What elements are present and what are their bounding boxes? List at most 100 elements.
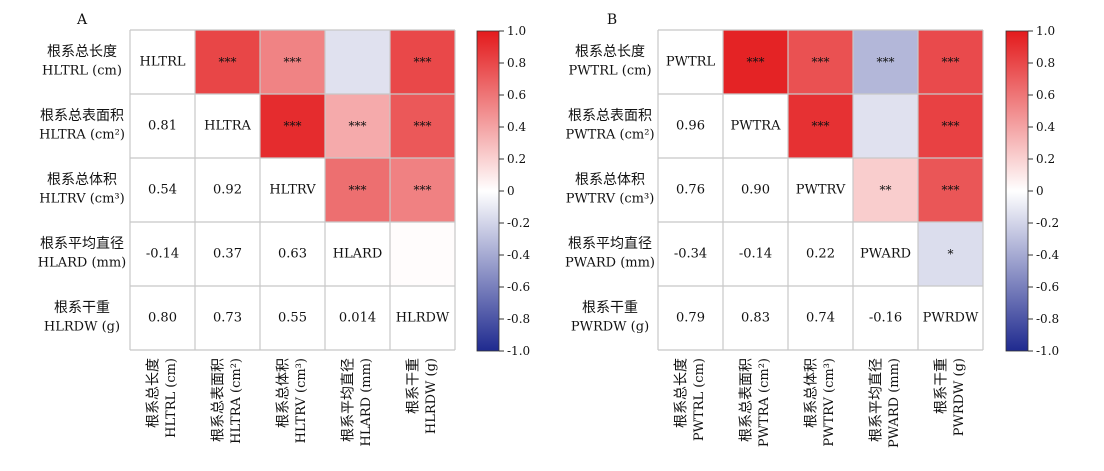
heatmap-cell — [325, 158, 390, 222]
row-label-en: PWARD (mm) — [565, 256, 655, 271]
col-label-zh: 根系总长度 — [674, 358, 690, 428]
diagonal-label: HLTRA — [204, 119, 251, 134]
col-label-en: PWRDW (g) — [952, 358, 967, 436]
correlation-value: -0.16 — [869, 311, 902, 326]
diagonal-label: PWARD — [860, 247, 911, 262]
diagonal-label: HLTRL — [139, 55, 185, 70]
row-label-zh: 根系总表面积 — [568, 108, 652, 124]
panel-label: B — [607, 12, 617, 28]
heatmap-cell — [390, 30, 455, 94]
colorbar-tick-label: -1.0 — [507, 344, 530, 358]
colorbar-tick-label: -0.4 — [1036, 248, 1060, 262]
col-label-en: HLTRL (cm) — [164, 358, 179, 438]
heatmap-cell — [853, 94, 918, 158]
heatmap-cell — [325, 94, 390, 158]
col-label-zh: 根系总表面积 — [211, 358, 227, 442]
correlation-value: 0.63 — [278, 247, 307, 262]
col-label-zh: 根系干重 — [406, 358, 422, 414]
correlation-value: 0.54 — [148, 183, 177, 198]
col-label-zh: 根系总长度 — [146, 358, 162, 428]
col-label-zh: 根系平均直径 — [868, 358, 885, 442]
col-label-zh: 根系总表面积 — [739, 358, 755, 442]
colorbar-tick-label: 0.6 — [1036, 88, 1055, 102]
correlation-value: 0.92 — [213, 183, 242, 198]
col-label-en: HLTRV (cm³) — [294, 358, 309, 443]
heatmap-cell — [325, 30, 390, 94]
significance-stars: *** — [284, 55, 302, 69]
correlation-value: 0.96 — [676, 119, 705, 134]
significance-stars: *** — [747, 55, 765, 69]
heatmap-cell — [390, 94, 455, 158]
colorbar-tick-label: 0.6 — [507, 88, 526, 102]
diagonal-label: PWTRA — [731, 119, 782, 134]
col-label-en: HLARD (mm) — [359, 358, 374, 447]
significance-stars: *** — [284, 119, 302, 133]
row-label-zh: 根系平均直径 — [40, 235, 124, 252]
panel-label: A — [76, 12, 88, 28]
row-label-en: PWRDW (g) — [571, 320, 649, 335]
row-label-zh: 根系干重 — [54, 300, 110, 316]
colorbar-tick-label: 0 — [507, 184, 515, 198]
significance-stars: ** — [880, 183, 892, 197]
correlation-value: -0.14 — [739, 247, 772, 262]
significance-stars: *** — [414, 55, 432, 69]
row-label-en: HLTRL (cm) — [42, 64, 122, 79]
row-label-en: PWTRV (cm³) — [566, 192, 655, 207]
diagonal-label: HLARD — [333, 247, 383, 262]
col-label-zh: 根系干重 — [934, 358, 950, 414]
significance-stars: *** — [942, 119, 960, 133]
correlation-value: 0.83 — [741, 311, 770, 326]
diagonal-label: HLTRV — [269, 183, 316, 198]
correlation-value: 0.014 — [339, 311, 376, 326]
heatmap-cell — [723, 30, 788, 94]
correlation-value: 0.73 — [213, 311, 242, 326]
col-label-en: PWTRL (cm) — [692, 358, 707, 441]
significance-stars: *** — [349, 119, 367, 133]
correlation-value: 0.81 — [148, 119, 177, 134]
colorbar-tick-label: -0.6 — [507, 280, 530, 294]
correlation-value: 0.90 — [741, 183, 770, 198]
diagonal-label: PWRDW — [923, 311, 979, 326]
significance-stars: *** — [942, 55, 960, 69]
colorbar-tick-label: 0.4 — [507, 120, 526, 134]
correlation-value: 0.74 — [806, 311, 835, 326]
colorbar — [1005, 30, 1029, 352]
heatmap-panel-a: A HLTRL *** *** *** 0.81 HLTRA *** *** *** 0.54 0.9… — [38, 12, 531, 447]
heatmap-cell — [853, 30, 918, 94]
col-label-en: PWARD (mm) — [887, 358, 902, 448]
correlation-value: 0.22 — [806, 247, 835, 262]
correlation-value: 0.55 — [278, 311, 307, 326]
col-label-en: PWTRV (cm³) — [822, 358, 837, 447]
colorbar-tick-label: -0.2 — [507, 216, 530, 230]
heatmap-cell — [788, 94, 853, 158]
correlation-value: 0.80 — [148, 311, 177, 326]
col-label-zh: 根系平均直径 — [340, 358, 357, 442]
colorbar-tick-label: -0.2 — [1036, 216, 1059, 230]
colorbar-tick-label: 0.4 — [1036, 120, 1055, 134]
significance-stars: *** — [349, 183, 367, 197]
row-label-en: HLTRA (cm²) — [39, 128, 125, 143]
significance-stars: *** — [414, 183, 432, 197]
diagonal-label: HLRDW — [396, 311, 450, 326]
row-label-zh: 根系总体积 — [575, 172, 645, 188]
diagonal-label: PWTRV — [796, 183, 846, 198]
heatmap-cell — [195, 30, 260, 94]
colorbar-tick-label: -0.6 — [1036, 280, 1059, 294]
colorbar-tick-label: 0.2 — [507, 152, 526, 166]
heatmap-cell — [918, 158, 983, 222]
diagonal-label: PWTRL — [666, 55, 716, 70]
significance-stars: *** — [812, 119, 830, 133]
heatmap-cell — [918, 30, 983, 94]
heatmap-cell — [918, 222, 983, 286]
colorbar-tick-label: -1.0 — [1036, 344, 1059, 358]
significance-stars: *** — [219, 55, 237, 69]
col-label-zh: 根系总体积 — [804, 358, 820, 428]
heatmap-cell — [853, 158, 918, 222]
correlation-value: 0.76 — [676, 183, 705, 198]
correlation-value: -0.34 — [674, 247, 707, 262]
row-label-en: HLTRV (cm³) — [39, 192, 124, 207]
row-label-zh: 根系平均直径 — [568, 235, 652, 252]
col-label-zh: 根系总体积 — [276, 358, 292, 428]
